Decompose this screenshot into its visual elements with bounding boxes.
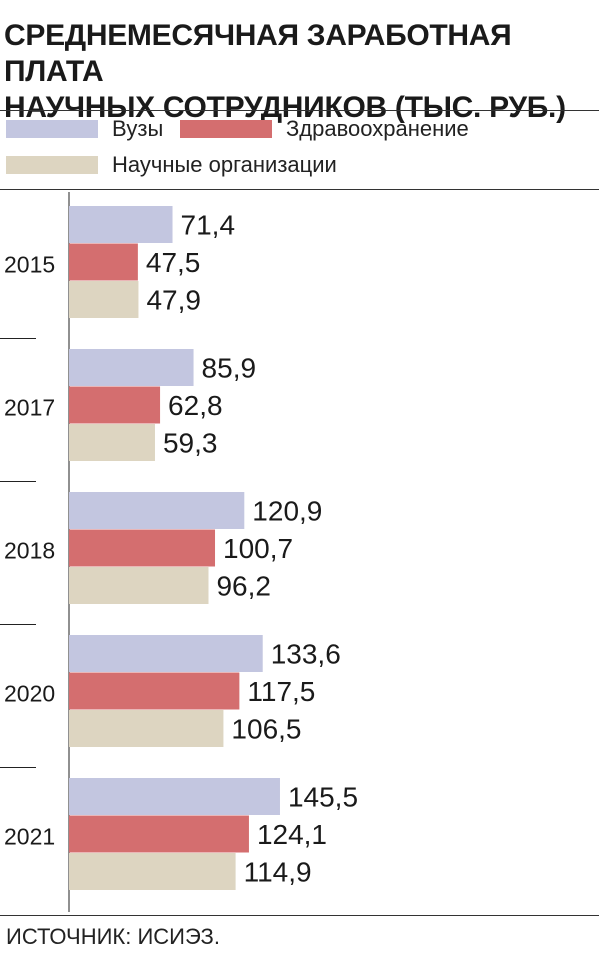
legend-item-science-orgs: Научные организации bbox=[6, 153, 337, 177]
data-label-2017-1: 62,8 bbox=[168, 390, 223, 421]
source-rule bbox=[0, 915, 599, 916]
title-line-1: СРЕДНЕМЕСЯЧНАЯ ЗАРАБОТНАЯ ПЛАТА bbox=[4, 19, 512, 88]
bar-2020-0 bbox=[69, 635, 263, 672]
bar-2020-1 bbox=[69, 672, 240, 710]
bar-2017-1 bbox=[69, 386, 161, 424]
legend-swatch-vuzy bbox=[6, 120, 98, 138]
legend-item-health: Здравоохранение bbox=[180, 117, 469, 141]
bar-2021-0 bbox=[69, 778, 280, 815]
bar-2015-2 bbox=[69, 281, 139, 318]
legend-swatch-health bbox=[180, 120, 272, 138]
data-label-2020-1: 117,5 bbox=[247, 676, 315, 707]
chart-title: СРЕДНЕМЕСЯЧНАЯ ЗАРАБОТНАЯ ПЛАТА НАУЧНЫХ … bbox=[4, 18, 594, 126]
legend-label-health: Здравоохранение bbox=[286, 116, 469, 141]
data-label-2021-2: 114,9 bbox=[244, 857, 312, 888]
data-label-2020-0: 133,6 bbox=[271, 639, 341, 670]
bar-2018-0 bbox=[69, 492, 245, 529]
bar-2018-1 bbox=[69, 529, 216, 567]
source-note: ИСТОЧНИК: ИСИЭЗ. bbox=[6, 924, 220, 949]
category-label-2018: 2018 bbox=[4, 537, 55, 563]
data-label-2020-2: 106,5 bbox=[231, 714, 301, 745]
bar-2015-1 bbox=[69, 243, 138, 281]
category-label-2015: 2015 bbox=[4, 251, 55, 277]
bar-2021-1 bbox=[69, 815, 249, 853]
bar-2018-2 bbox=[69, 567, 209, 604]
data-label-2018-0: 120,9 bbox=[252, 496, 322, 527]
title-line-2: НАУЧНЫХ СОТРУДНИКОВ (ТЫС. РУБ.) bbox=[4, 91, 566, 124]
data-label-2015-1: 47,5 bbox=[146, 247, 201, 278]
category-label-2017: 2017 bbox=[4, 394, 55, 420]
data-label-2018-1: 100,7 bbox=[223, 533, 293, 564]
data-label-2017-2: 59,3 bbox=[163, 428, 218, 459]
data-label-2021-1: 124,1 bbox=[257, 819, 327, 850]
legend-rule bbox=[0, 189, 599, 190]
title-rule bbox=[0, 110, 599, 111]
data-label-2018-2: 96,2 bbox=[216, 571, 270, 602]
bar-2017-0 bbox=[69, 349, 194, 386]
data-label-2017-0: 85,9 bbox=[202, 353, 257, 384]
bar-2020-2 bbox=[69, 710, 224, 747]
category-label-2020: 2020 bbox=[4, 680, 55, 706]
data-label-2021-0: 145,5 bbox=[288, 782, 358, 813]
bar-chart: 71,4 47,5 47,9 2015 85,9 62,8 59,3 2017 120,9 100… bbox=[0, 192, 358, 912]
data-label-2015-2: 47,9 bbox=[146, 285, 201, 316]
legend-swatch-science-orgs bbox=[6, 156, 98, 174]
data-label-2015-0: 71,4 bbox=[181, 210, 236, 241]
legend-label-vuzy: Вузы bbox=[112, 116, 164, 141]
bar-2021-2 bbox=[69, 853, 236, 890]
legend-label-science-orgs: Научные организации bbox=[112, 152, 337, 177]
bar-2017-2 bbox=[69, 424, 155, 461]
legend-item-vuzy: Вузы bbox=[6, 117, 163, 141]
category-label-2021: 2021 bbox=[4, 823, 55, 849]
bar-2015-0 bbox=[69, 206, 173, 243]
